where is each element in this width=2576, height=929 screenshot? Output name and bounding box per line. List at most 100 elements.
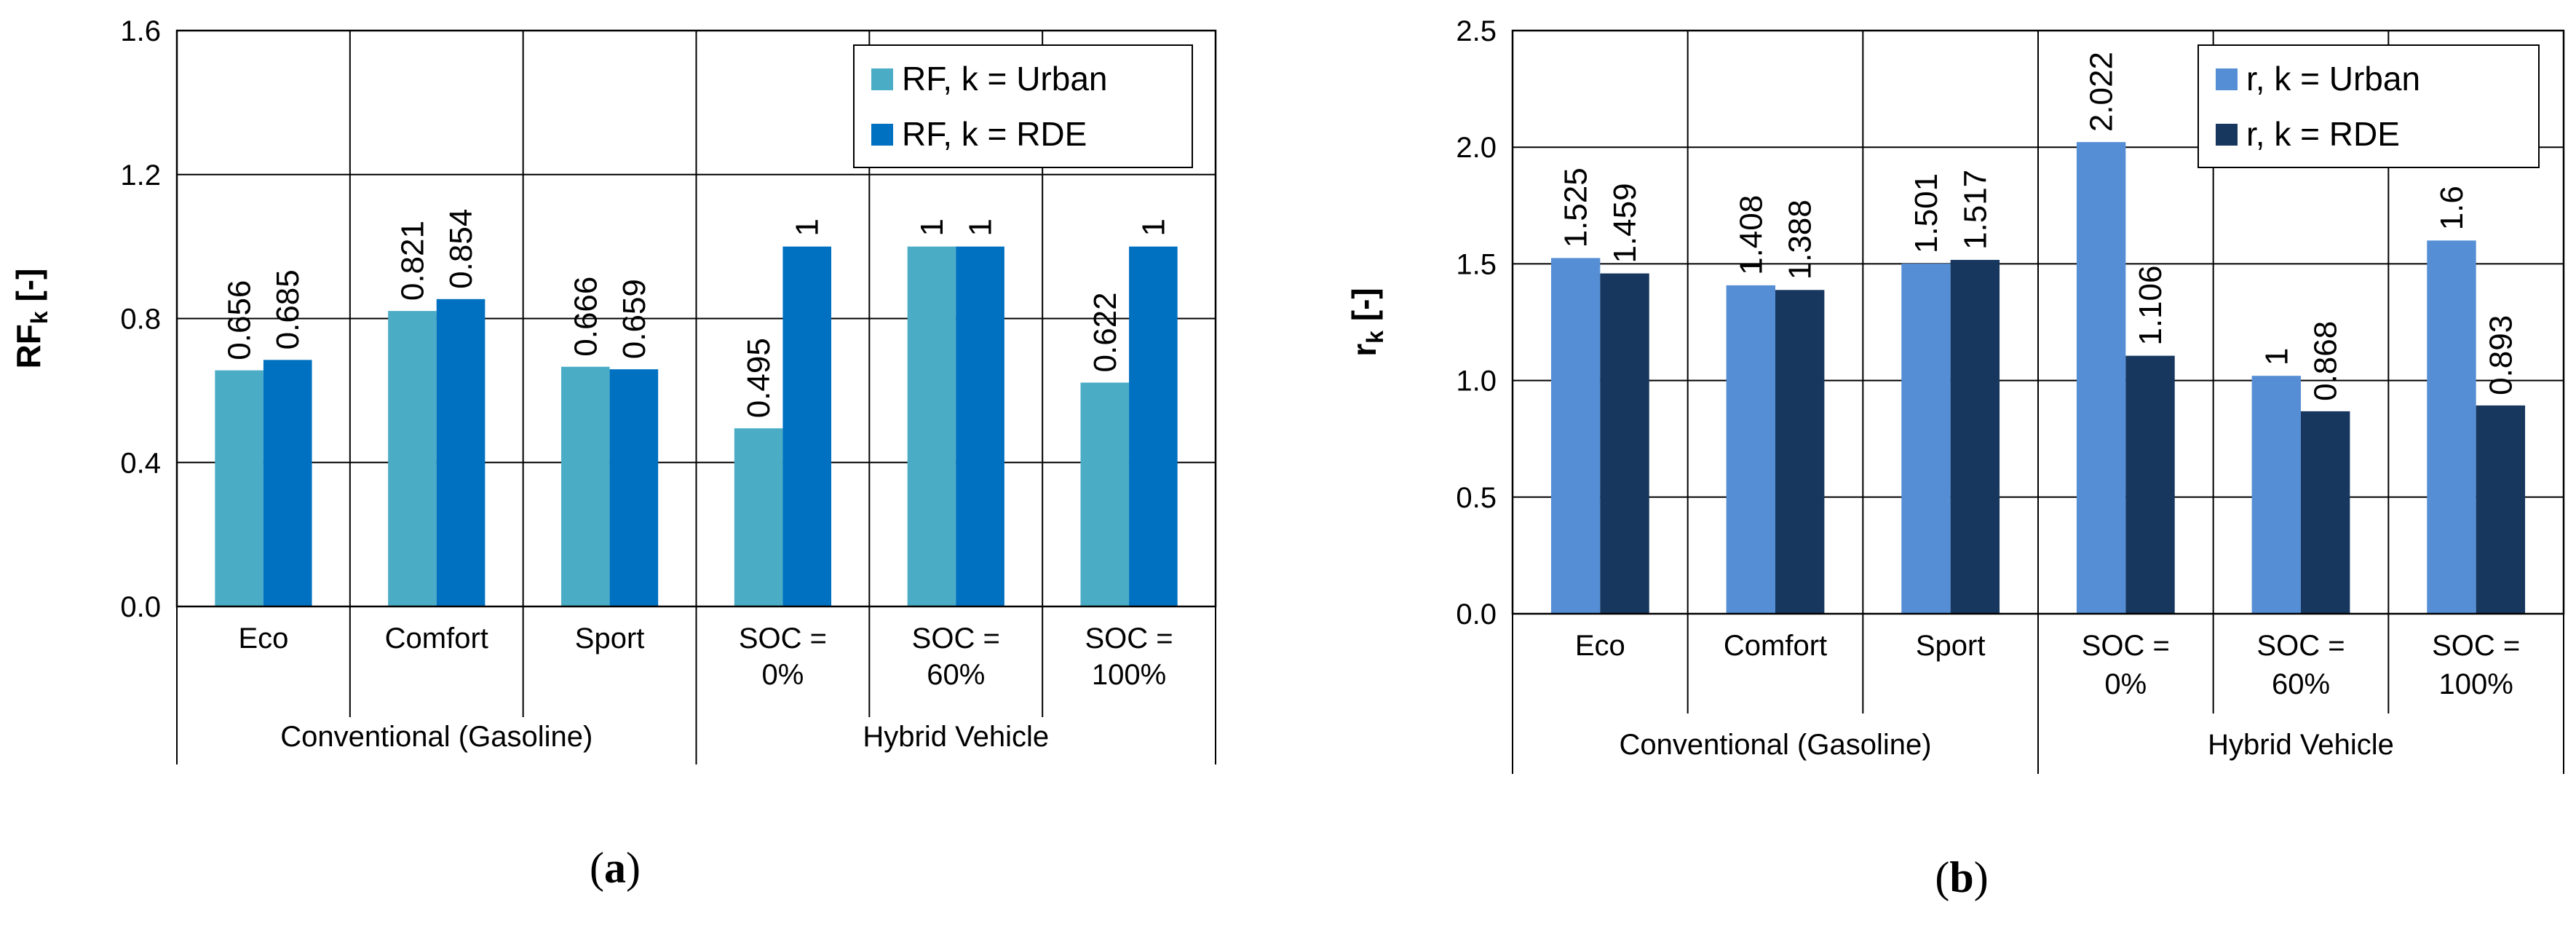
bar-urban	[734, 428, 783, 606]
data-label: 0.821	[395, 221, 430, 301]
y-tick-label: 2.5	[1456, 15, 1497, 47]
bar-urban	[1080, 382, 1130, 606]
bar-rde	[436, 299, 486, 606]
legend-label: RF, k = RDE	[902, 115, 1087, 153]
bar-urban	[907, 246, 956, 606]
y-tick-label: 0.4	[120, 447, 161, 479]
bar-rde	[956, 246, 1004, 606]
bar-rde	[1950, 259, 2000, 614]
data-label: 0.854	[443, 209, 479, 289]
bar-urban	[215, 370, 263, 606]
y-tick-label: 0.5	[1456, 482, 1497, 514]
x-group-label: Hybrid Vehicle	[2208, 729, 2394, 761]
bar-rde	[609, 369, 659, 606]
plot-border	[175, 29, 1217, 608]
legend-box	[853, 44, 1193, 168]
x-category-label: SOC =	[2432, 630, 2520, 662]
legend-swatch	[2216, 124, 2238, 146]
x-group-label: Hybrid Vehicle	[863, 721, 1049, 753]
x-category-label: 100%	[2439, 668, 2513, 700]
bar-rde	[1600, 273, 1649, 614]
x-category-label: SOC =	[2082, 630, 2170, 662]
x-category-label: 0%	[762, 659, 804, 691]
y-tick-label: 1.2	[120, 159, 161, 191]
legend-label: RF, k = Urban	[902, 60, 1108, 98]
legend-swatch	[871, 124, 893, 146]
data-label: 0.666	[568, 277, 603, 357]
x-group-label: Conventional (Gasoline)	[280, 721, 593, 753]
data-label: 1.525	[1558, 167, 1594, 248]
data-label: 2.022	[2084, 52, 2120, 132]
chart-b: 0.0 0.5 1.0 1.5 2.0 2.5 1.525 1.408 1.501 2.022 1 1…	[1345, 15, 2565, 774]
x-category-label: Comfort	[385, 622, 488, 655]
bar-urban	[2076, 142, 2126, 614]
data-label: 1.517	[1957, 170, 1993, 250]
bar-rde	[1129, 246, 1178, 606]
data-label: 1	[1136, 218, 1171, 236]
bar-urban	[388, 311, 437, 606]
chart-a: 0.0 0.4 0.8 1.2 1.6 0.656 0.821 0.666 0.495 1 0.62…	[9, 15, 1217, 764]
x-category-label: Eco	[238, 622, 288, 655]
data-label: 0.868	[2308, 321, 2344, 401]
bar-urban	[1901, 264, 1951, 614]
x-category-label: Sport	[1916, 630, 1986, 662]
x-category-label: SOC =	[739, 622, 827, 655]
y-tick-label: 2.0	[1456, 132, 1497, 164]
data-label: 0.893	[2483, 315, 2518, 395]
bar-rde	[2125, 355, 2175, 614]
bar-urban	[1550, 258, 1601, 614]
y-tick-label: 1.0	[1456, 365, 1497, 398]
x-category-label: Eco	[1575, 630, 1625, 662]
legend-label: r, k = Urban	[2246, 60, 2420, 98]
data-label: 1.6	[2434, 186, 2470, 230]
data-label: 1.408	[1733, 195, 1769, 275]
x-category-label: Comfort	[1724, 630, 1827, 662]
data-label: 1.501	[1909, 173, 1944, 253]
y-tick-label: 0.8	[120, 304, 161, 336]
bar-rde	[782, 246, 832, 606]
data-label: 1	[790, 218, 825, 236]
legend: RF, k = Urban RF, k = RDE	[853, 44, 1193, 168]
x-category-label: Sport	[575, 622, 645, 655]
plot-border	[1511, 29, 2565, 615]
panel-label-a: (a)	[590, 844, 641, 892]
bar-rde	[2476, 405, 2526, 614]
x-category-label: 60%	[2272, 668, 2330, 700]
x-category-label: 0%	[2104, 668, 2147, 700]
y-axis-title: RFk [-]	[9, 269, 52, 369]
legend-swatch	[871, 68, 893, 90]
data-label: 1	[963, 218, 999, 236]
x-category-label: 60%	[927, 659, 985, 691]
bar-rde	[263, 360, 312, 606]
y-tick-label: 1.5	[1456, 248, 1497, 280]
y-axis-title: rk [-]	[1345, 288, 1388, 356]
bar-urban	[1726, 285, 1775, 614]
bar-rde	[2301, 411, 2350, 614]
data-label: 1.388	[1783, 199, 1818, 280]
data-label: 1	[914, 218, 950, 236]
y-tick-label: 0.0	[1456, 598, 1497, 630]
data-label: 0.659	[617, 279, 652, 359]
panel-label-b: (b)	[1935, 853, 1988, 901]
y-tick-label: 1.6	[120, 15, 161, 47]
bar-rde	[1775, 290, 1825, 614]
bar-urban	[2251, 376, 2301, 614]
legend-box	[2197, 44, 2540, 168]
x-category-label: SOC =	[912, 622, 1000, 655]
data-label: 0.656	[222, 280, 258, 360]
data-label: 0.622	[1087, 292, 1123, 372]
data-label: 0.495	[741, 338, 777, 418]
legend: r, k = Urban r, k = RDE	[2197, 44, 2540, 168]
y-tick-label: 0.0	[120, 591, 161, 623]
data-label: 1	[2259, 348, 2294, 365]
x-category-label: SOC =	[2256, 630, 2345, 662]
x-category-label: 100%	[1092, 659, 1166, 691]
bar-urban	[560, 366, 610, 606]
data-label: 0.685	[270, 269, 306, 349]
bar-urban	[2427, 240, 2476, 614]
legend-label: r, k = RDE	[2246, 115, 2400, 153]
data-label: 1.106	[2133, 266, 2168, 346]
x-group-label: Conventional (Gasoline)	[1619, 729, 1931, 761]
legend-swatch	[2216, 68, 2238, 90]
